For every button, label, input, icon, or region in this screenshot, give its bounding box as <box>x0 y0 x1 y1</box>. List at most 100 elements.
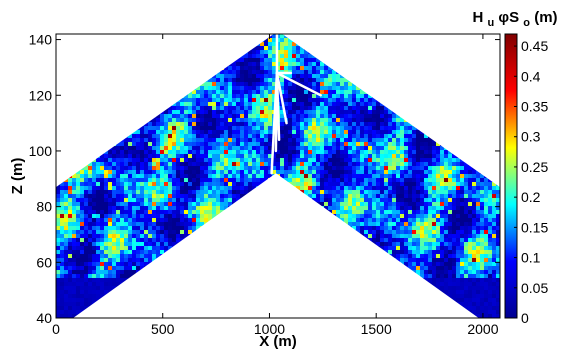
heatmap-cell <box>356 142 360 146</box>
heatmap-cell <box>128 206 132 210</box>
heatmap-cell <box>124 202 128 206</box>
heatmap-cell <box>132 186 136 190</box>
heatmap-cell <box>148 138 152 142</box>
heatmap-cell <box>156 134 160 138</box>
heatmap-cell <box>76 210 80 214</box>
heatmap-cell <box>332 110 336 114</box>
heatmap-cell <box>228 142 232 146</box>
heatmap-cell <box>356 98 360 102</box>
heatmap-cell <box>344 134 348 138</box>
heatmap-cell <box>316 178 320 182</box>
heatmap-cell <box>288 54 292 58</box>
heatmap-cell <box>440 150 444 154</box>
heatmap-cell <box>316 190 320 194</box>
heatmap-cell <box>256 154 260 158</box>
heatmap-cell <box>316 74 320 78</box>
heatmap-cell <box>312 62 316 66</box>
heatmap-cell <box>152 122 156 126</box>
heatmap-cell <box>468 194 472 198</box>
heatmap-cell <box>364 150 368 154</box>
heatmap-cell <box>340 134 344 138</box>
heatmap-cell <box>420 186 424 190</box>
heatmap-cell <box>308 70 312 74</box>
heatmap-cell <box>432 178 436 182</box>
heatmap-cell <box>228 130 232 134</box>
heatmap-cell <box>204 146 208 150</box>
heatmap-cell <box>428 206 432 210</box>
heatmap-cell <box>248 182 252 186</box>
heatmap-cell <box>472 174 476 178</box>
heatmap-cell <box>328 206 332 210</box>
heatmap-cell <box>284 146 288 150</box>
heatmap-cell <box>256 122 260 126</box>
heatmap-cell <box>168 154 172 158</box>
heatmap-cell <box>224 74 228 78</box>
heatmap-cell <box>260 150 264 154</box>
heatmap-cell <box>400 202 404 206</box>
heatmap-cell <box>124 158 128 162</box>
heatmap-cell <box>140 134 144 138</box>
heatmap-cell <box>472 186 476 190</box>
heatmap-cell <box>380 114 384 118</box>
heatmap-cell <box>180 142 184 146</box>
heatmap-cell <box>244 86 248 90</box>
heatmap-cell <box>264 166 268 170</box>
heatmap-cell <box>172 138 176 142</box>
heatmap-cell <box>188 134 192 138</box>
heatmap-cell <box>328 118 332 122</box>
heatmap-cell <box>192 114 196 118</box>
heatmap-cell <box>204 194 208 198</box>
heatmap-cell <box>124 150 128 154</box>
heatmap-cell <box>228 90 232 94</box>
heatmap-cell <box>320 142 324 146</box>
heatmap-cell <box>444 170 448 174</box>
heatmap-cell <box>268 138 272 142</box>
heatmap-cell <box>228 182 232 186</box>
heatmap-cell <box>360 182 364 186</box>
heatmap-cell <box>204 210 208 214</box>
heatmap-cell <box>188 198 192 202</box>
heatmap-cell <box>236 126 240 130</box>
heatmap-cell <box>340 162 344 166</box>
heatmap-cell <box>196 86 200 90</box>
heatmap-cell <box>352 178 356 182</box>
heatmap-cell <box>220 94 224 98</box>
heatmap-cell <box>352 126 356 130</box>
heatmap-cell <box>208 122 212 126</box>
heatmap-cell <box>72 190 76 194</box>
heatmap-cell <box>344 186 348 190</box>
heatmap-cell <box>320 62 324 66</box>
heatmap-cell <box>168 170 172 174</box>
heatmap-cell <box>476 182 480 186</box>
heatmap-cell <box>352 162 356 166</box>
heatmap-cell <box>420 150 424 154</box>
heatmap-cell <box>204 98 208 102</box>
heatmap-cell <box>272 46 276 50</box>
heatmap-cell <box>280 90 284 94</box>
heatmap-cell <box>120 170 124 174</box>
heatmap-cell <box>300 178 304 182</box>
heatmap-cell <box>392 170 396 174</box>
heatmap-cell <box>376 202 380 206</box>
heatmap-cell <box>236 86 240 90</box>
heatmap-cell <box>112 174 116 178</box>
heatmap-cell <box>296 154 300 158</box>
heatmap-cell <box>476 198 480 202</box>
heatmap-cell <box>296 178 300 182</box>
heatmap-cell <box>168 122 172 126</box>
heatmap-cell <box>192 182 196 186</box>
heatmap-cell <box>464 182 468 186</box>
heatmap-cell <box>212 174 216 178</box>
heatmap-cell <box>392 142 396 146</box>
heatmap-cell <box>328 94 332 98</box>
heatmap-cell <box>260 174 264 178</box>
heatmap-cell <box>156 202 160 206</box>
heatmap-cell <box>156 206 160 210</box>
heatmap-cell <box>448 154 452 158</box>
heatmap-cell <box>264 74 268 78</box>
heatmap-cell <box>200 122 204 126</box>
heatmap-cell <box>196 158 200 162</box>
heatmap-cell <box>344 166 348 170</box>
heatmap-cell <box>308 154 312 158</box>
heatmap-cell <box>172 210 176 214</box>
